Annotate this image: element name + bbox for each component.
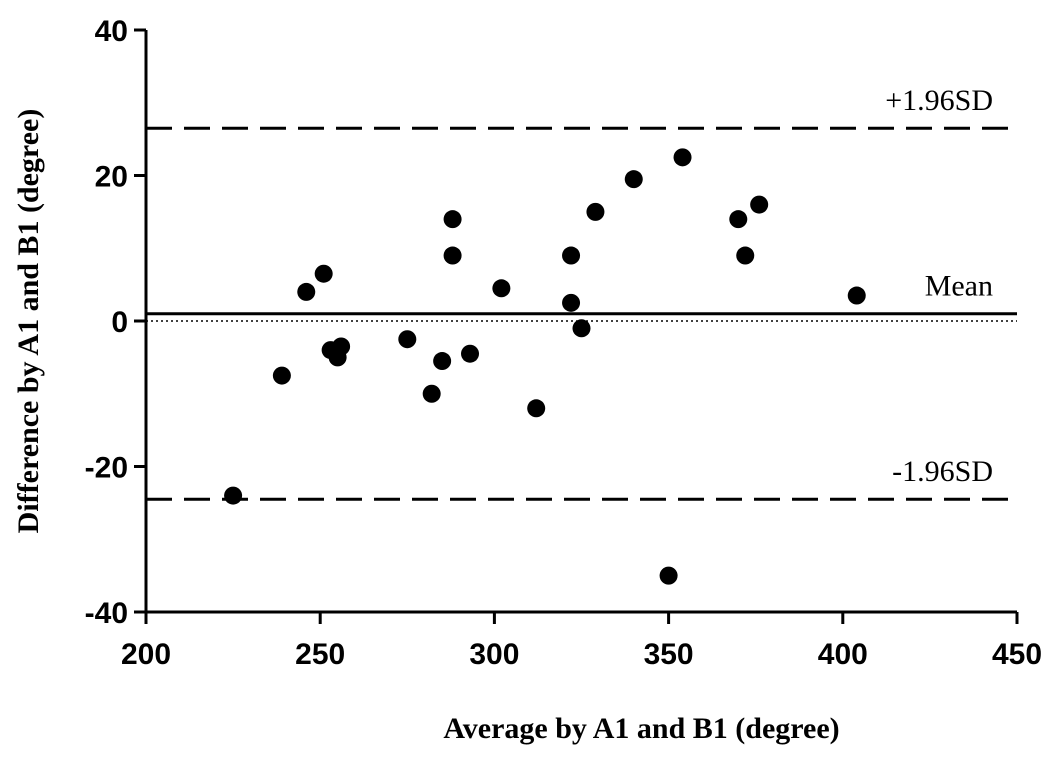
y-tick-label: 0 [111,306,128,339]
data-point [562,293,581,312]
data-point [673,148,692,167]
y-axis-title: Difference by A1 and B1 (degree) [12,109,45,534]
x-tick-label: 250 [295,638,345,671]
data-point [422,384,441,403]
data-point [443,246,462,265]
data-point [433,352,452,371]
data-point [659,566,678,585]
x-tick-label: 200 [121,638,171,671]
data-point [297,282,316,301]
reference-line-label: +1.96SD [885,84,993,117]
reference-line-label: Mean [925,270,993,303]
data-point [847,286,866,305]
data-point [736,246,755,265]
x-tick-label: 450 [992,638,1042,671]
x-tick-label: 350 [644,638,694,671]
data-point [729,210,748,229]
data-point [314,264,333,283]
data-point [750,195,769,214]
data-point [562,246,581,265]
data-points [224,148,866,585]
y-tick-label: 20 [95,161,128,194]
data-point [624,170,643,189]
y-tick-label: -40 [85,597,128,630]
data-point [332,337,351,356]
reference-line-label: -1.96SD [892,455,993,488]
data-point [461,344,480,363]
data-point [572,319,591,338]
y-tick-label: -20 [85,452,128,485]
y-tick-label: 40 [95,15,128,48]
labels: Average by A1 and B1 (degree) Difference … [12,109,840,745]
axes: -40 -20 0 20 40 200 250 300 350 400 450 [85,15,1042,671]
data-point [527,399,546,418]
reference-lines: +1.96SD Mean -1.96SD [146,84,1017,501]
data-point [492,279,511,298]
data-point [398,330,417,349]
x-tick-label: 400 [818,638,868,671]
data-point [224,486,243,505]
x-axis-title: Average by A1 and B1 (degree) [443,712,839,745]
x-tick-label: 300 [469,638,519,671]
data-point [443,210,462,229]
data-point [586,202,605,221]
data-point [272,366,291,385]
